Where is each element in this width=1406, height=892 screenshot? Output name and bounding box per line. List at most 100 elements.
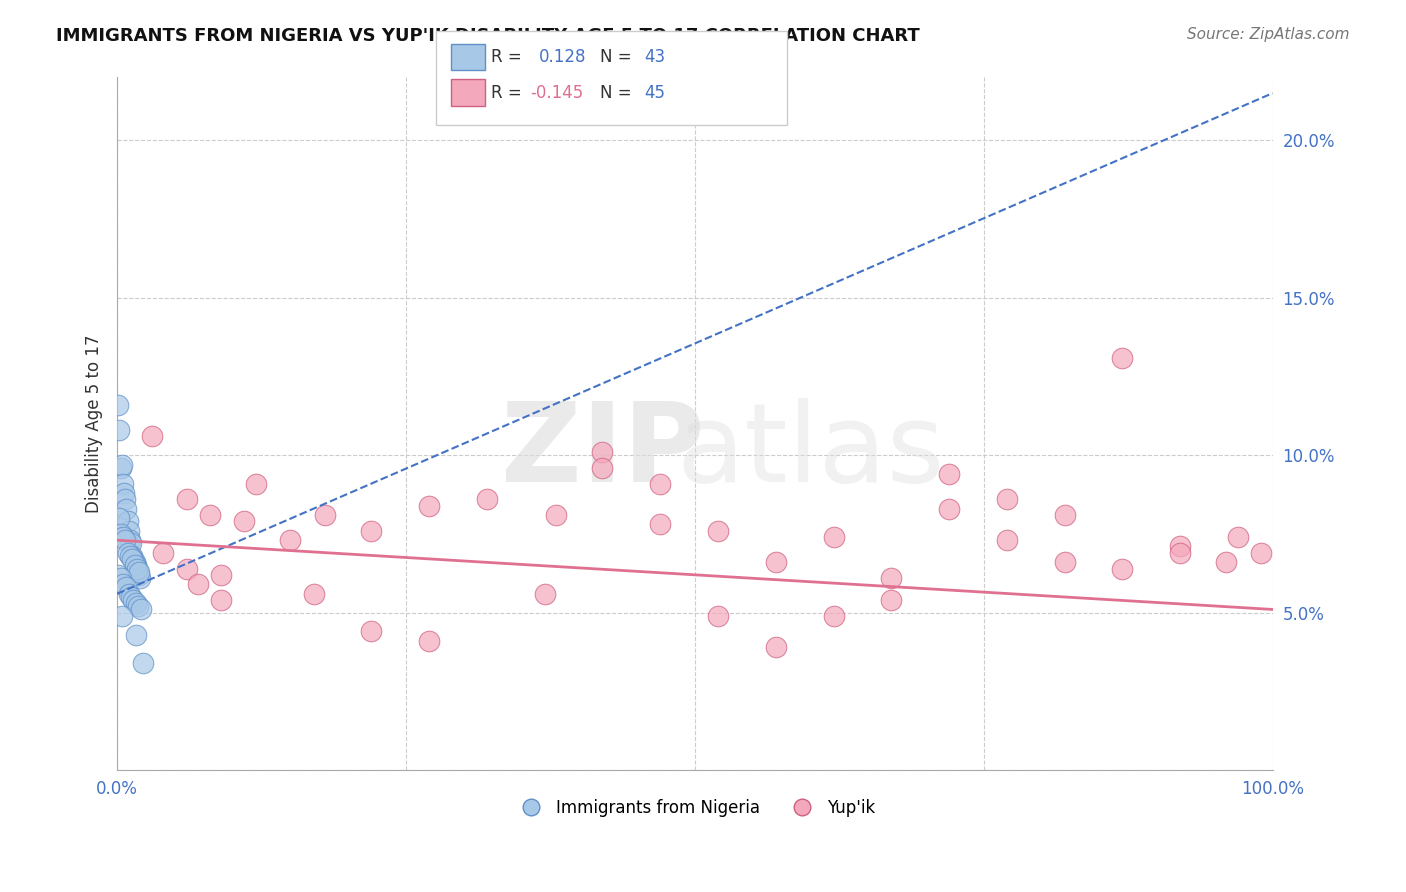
Point [591,460,613,475]
Point [120,590,142,604]
Point [1250,546,1272,560]
Point [128,565,150,579]
Point [121,549,143,563]
Point [121,552,143,566]
Text: Source: ZipAtlas.com: Source: ZipAtlas.com [1187,27,1350,42]
Point [938,501,960,516]
Point [995,492,1018,507]
Point [176,492,198,507]
Legend: Immigrants from Nigeria, Yup'ik: Immigrants from Nigeria, Yup'ik [508,793,882,824]
Point [650,517,672,532]
Point [360,624,382,639]
Point [360,524,382,538]
Text: R =: R = [491,48,531,66]
Point [122,593,145,607]
Point [302,587,325,601]
Point [118,587,141,601]
Point [128,567,150,582]
Point [131,656,153,670]
Point [124,558,146,573]
Point [880,571,903,585]
Point [111,476,134,491]
Point [117,514,139,528]
Point [127,565,149,579]
Point [176,561,198,575]
Point [124,627,146,641]
Text: -0.145: -0.145 [530,84,583,102]
Point [233,514,256,528]
Point [122,552,145,566]
Point [880,593,903,607]
Text: IMMIGRANTS FROM NIGERIA VS YUP'IK DISABILITY AGE 5 TO 17 CORRELATION CHART: IMMIGRANTS FROM NIGERIA VS YUP'IK DISABI… [56,27,920,45]
Point [209,593,232,607]
Point [1168,546,1191,560]
Point [209,567,232,582]
Point [198,508,221,522]
Text: 45: 45 [644,84,665,102]
Text: N =: N = [600,84,637,102]
Point [546,508,568,522]
Point [115,581,138,595]
Point [111,530,134,544]
Point [120,536,142,550]
Point [1215,555,1237,569]
Text: atlas: atlas [676,398,945,505]
Point [118,533,141,548]
Point [108,423,131,437]
Point [111,608,134,623]
Point [1053,555,1076,569]
Point [108,511,131,525]
Point [533,587,555,601]
Text: N =: N = [600,48,637,66]
Point [765,555,787,569]
Point [280,533,302,548]
Point [125,561,148,575]
Point [114,533,136,548]
Point [118,524,141,538]
Point [1226,530,1249,544]
Point [124,596,146,610]
Point [1168,540,1191,554]
Point [124,555,146,569]
Point [1111,351,1133,365]
Point [131,602,153,616]
Point [1053,508,1076,522]
Point [152,546,174,560]
Point [245,476,267,491]
Point [823,608,845,623]
Point [823,530,845,544]
Point [117,546,139,560]
Point [110,527,132,541]
Point [591,445,613,459]
Point [115,501,138,516]
Point [314,508,336,522]
Point [111,577,134,591]
Point [707,608,730,623]
Point [1111,561,1133,575]
Point [707,524,730,538]
Point [418,634,440,648]
Point [127,599,149,614]
Point [129,571,152,585]
Point [111,458,134,472]
Text: 43: 43 [644,48,665,66]
Point [124,558,146,573]
Point [475,492,498,507]
Point [141,429,163,443]
Text: 0.128: 0.128 [538,48,586,66]
Text: ZIP: ZIP [501,398,704,505]
Point [125,561,148,575]
Point [650,476,672,491]
Point [118,549,141,563]
Point [107,398,129,412]
Point [418,499,440,513]
Point [112,486,135,500]
Point [114,492,136,507]
Point [110,571,132,585]
Point [938,467,960,481]
Point [765,640,787,655]
Point [107,567,129,582]
Y-axis label: Disability Age 5 to 17: Disability Age 5 to 17 [86,334,103,513]
Point [187,577,209,591]
Point [110,460,132,475]
